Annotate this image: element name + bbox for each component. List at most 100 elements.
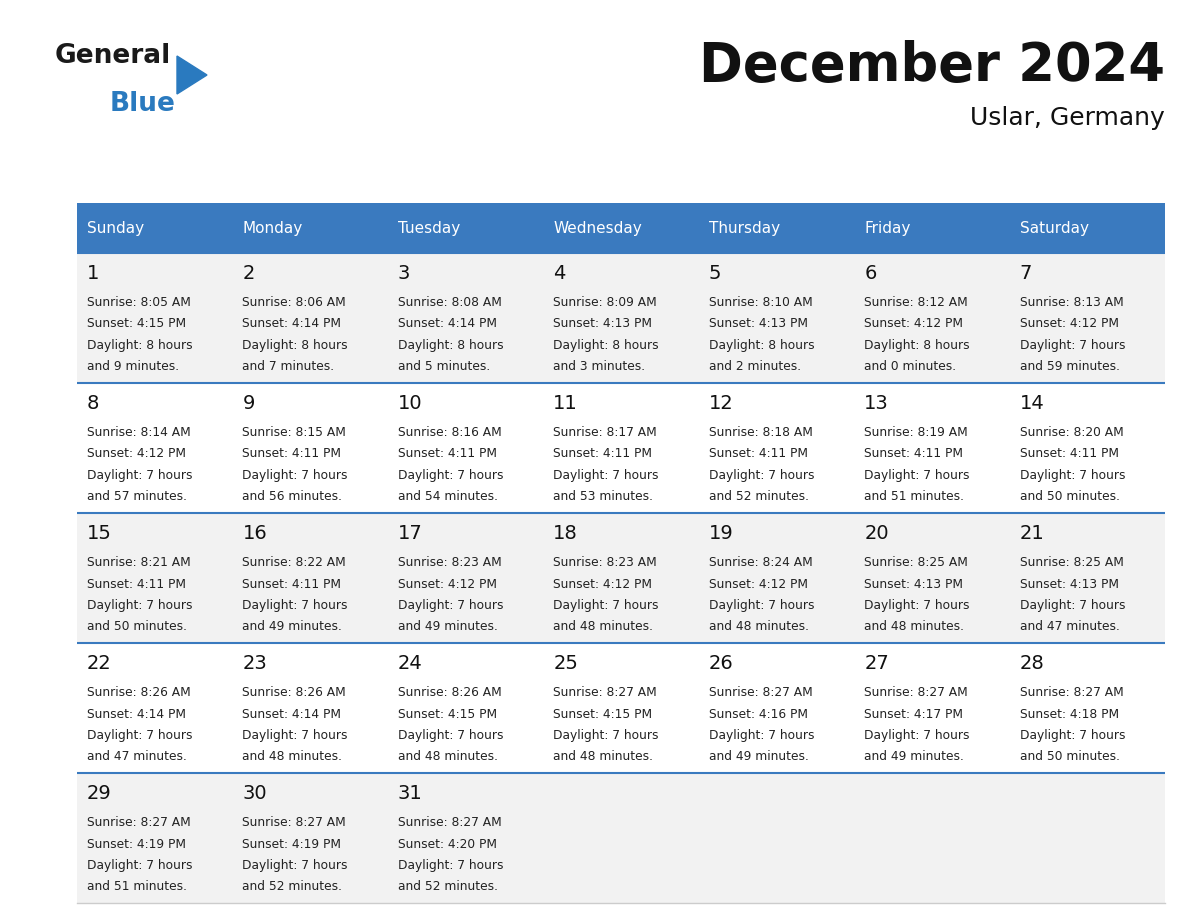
Text: Sunrise: 8:10 AM: Sunrise: 8:10 AM bbox=[709, 296, 813, 309]
Text: Sunset: 4:12 PM: Sunset: 4:12 PM bbox=[87, 447, 187, 461]
Text: and 51 minutes.: and 51 minutes. bbox=[864, 490, 965, 503]
Text: and 56 minutes.: and 56 minutes. bbox=[242, 490, 342, 503]
Text: and 49 minutes.: and 49 minutes. bbox=[242, 621, 342, 633]
Text: Sunrise: 8:25 AM: Sunrise: 8:25 AM bbox=[864, 556, 968, 569]
Text: 10: 10 bbox=[398, 394, 423, 413]
Text: and 2 minutes.: and 2 minutes. bbox=[709, 361, 801, 374]
Text: 29: 29 bbox=[87, 784, 112, 803]
Text: 18: 18 bbox=[554, 524, 579, 543]
Bar bbox=[77, 513, 1165, 643]
Text: 21: 21 bbox=[1019, 524, 1044, 543]
Text: 7: 7 bbox=[1019, 264, 1032, 283]
Text: 31: 31 bbox=[398, 784, 423, 803]
Text: 3: 3 bbox=[398, 264, 410, 283]
Text: Daylight: 8 hours: Daylight: 8 hours bbox=[554, 339, 659, 352]
Text: Daylight: 7 hours: Daylight: 7 hours bbox=[242, 729, 348, 742]
Text: Sunset: 4:13 PM: Sunset: 4:13 PM bbox=[864, 577, 963, 590]
Text: 13: 13 bbox=[864, 394, 889, 413]
Text: and 49 minutes.: and 49 minutes. bbox=[709, 751, 809, 764]
Text: and 0 minutes.: and 0 minutes. bbox=[864, 361, 956, 374]
Text: Daylight: 7 hours: Daylight: 7 hours bbox=[398, 469, 504, 482]
Text: Sunset: 4:14 PM: Sunset: 4:14 PM bbox=[398, 318, 497, 330]
Text: Sunrise: 8:22 AM: Sunrise: 8:22 AM bbox=[242, 556, 346, 569]
Text: Daylight: 8 hours: Daylight: 8 hours bbox=[864, 339, 969, 352]
Text: Daylight: 7 hours: Daylight: 7 hours bbox=[709, 469, 814, 482]
Polygon shape bbox=[177, 56, 207, 94]
Text: Sunrise: 8:25 AM: Sunrise: 8:25 AM bbox=[1019, 556, 1124, 569]
Text: Sunset: 4:11 PM: Sunset: 4:11 PM bbox=[87, 577, 187, 590]
Text: Daylight: 7 hours: Daylight: 7 hours bbox=[87, 859, 192, 872]
Bar bbox=[854, 203, 1010, 253]
Text: 22: 22 bbox=[87, 654, 112, 673]
Text: 16: 16 bbox=[242, 524, 267, 543]
Text: Daylight: 7 hours: Daylight: 7 hours bbox=[864, 599, 969, 612]
Bar bbox=[699, 203, 854, 253]
Bar bbox=[387, 203, 543, 253]
Text: Sunrise: 8:27 AM: Sunrise: 8:27 AM bbox=[398, 816, 501, 829]
Text: Sunrise: 8:26 AM: Sunrise: 8:26 AM bbox=[87, 686, 191, 699]
Text: Daylight: 7 hours: Daylight: 7 hours bbox=[1019, 339, 1125, 352]
Text: Sunset: 4:14 PM: Sunset: 4:14 PM bbox=[242, 318, 341, 330]
Text: Saturday: Saturday bbox=[1019, 220, 1088, 236]
Text: 19: 19 bbox=[709, 524, 733, 543]
Text: Sunset: 4:12 PM: Sunset: 4:12 PM bbox=[554, 577, 652, 590]
Text: and 50 minutes.: and 50 minutes. bbox=[87, 621, 187, 633]
Text: December 2024: December 2024 bbox=[699, 40, 1165, 92]
Text: Sunset: 4:12 PM: Sunset: 4:12 PM bbox=[1019, 318, 1119, 330]
Bar bbox=[77, 383, 1165, 513]
Text: Daylight: 7 hours: Daylight: 7 hours bbox=[864, 729, 969, 742]
Text: Sunset: 4:11 PM: Sunset: 4:11 PM bbox=[864, 447, 963, 461]
Text: Sunday: Sunday bbox=[87, 220, 144, 236]
Bar bbox=[77, 203, 233, 253]
Text: Sunrise: 8:24 AM: Sunrise: 8:24 AM bbox=[709, 556, 813, 569]
Bar bbox=[77, 253, 1165, 383]
Text: Sunrise: 8:27 AM: Sunrise: 8:27 AM bbox=[1019, 686, 1124, 699]
Text: Sunset: 4:11 PM: Sunset: 4:11 PM bbox=[398, 447, 497, 461]
Text: Sunrise: 8:23 AM: Sunrise: 8:23 AM bbox=[554, 556, 657, 569]
Text: and 5 minutes.: and 5 minutes. bbox=[398, 361, 491, 374]
Text: Daylight: 7 hours: Daylight: 7 hours bbox=[398, 729, 504, 742]
Text: Sunset: 4:17 PM: Sunset: 4:17 PM bbox=[864, 708, 963, 721]
Bar bbox=[1010, 203, 1165, 253]
Text: 12: 12 bbox=[709, 394, 733, 413]
Text: Sunrise: 8:14 AM: Sunrise: 8:14 AM bbox=[87, 426, 191, 439]
Text: Sunset: 4:12 PM: Sunset: 4:12 PM bbox=[398, 577, 497, 590]
Text: and 52 minutes.: and 52 minutes. bbox=[709, 490, 809, 503]
Text: Daylight: 8 hours: Daylight: 8 hours bbox=[709, 339, 814, 352]
Text: 25: 25 bbox=[554, 654, 579, 673]
Bar bbox=[77, 643, 1165, 773]
Text: Sunset: 4:13 PM: Sunset: 4:13 PM bbox=[709, 318, 808, 330]
Text: Daylight: 7 hours: Daylight: 7 hours bbox=[554, 599, 659, 612]
Text: Daylight: 7 hours: Daylight: 7 hours bbox=[87, 729, 192, 742]
Bar bbox=[233, 203, 387, 253]
Text: Sunrise: 8:15 AM: Sunrise: 8:15 AM bbox=[242, 426, 347, 439]
Text: Monday: Monday bbox=[242, 220, 303, 236]
Bar bbox=[543, 203, 699, 253]
Text: Sunset: 4:18 PM: Sunset: 4:18 PM bbox=[1019, 708, 1119, 721]
Text: Daylight: 7 hours: Daylight: 7 hours bbox=[242, 859, 348, 872]
Text: Thursday: Thursday bbox=[709, 220, 779, 236]
Text: Sunset: 4:16 PM: Sunset: 4:16 PM bbox=[709, 708, 808, 721]
Text: Daylight: 7 hours: Daylight: 7 hours bbox=[709, 729, 814, 742]
Text: Sunset: 4:11 PM: Sunset: 4:11 PM bbox=[554, 447, 652, 461]
Text: Sunrise: 8:27 AM: Sunrise: 8:27 AM bbox=[87, 816, 191, 829]
Text: Tuesday: Tuesday bbox=[398, 220, 460, 236]
Text: and 50 minutes.: and 50 minutes. bbox=[1019, 490, 1119, 503]
Text: and 47 minutes.: and 47 minutes. bbox=[1019, 621, 1119, 633]
Text: Daylight: 7 hours: Daylight: 7 hours bbox=[87, 599, 192, 612]
Text: and 48 minutes.: and 48 minutes. bbox=[864, 621, 965, 633]
Text: Sunrise: 8:20 AM: Sunrise: 8:20 AM bbox=[1019, 426, 1124, 439]
Text: Blue: Blue bbox=[110, 91, 176, 117]
Text: Sunset: 4:15 PM: Sunset: 4:15 PM bbox=[398, 708, 497, 721]
Text: 11: 11 bbox=[554, 394, 579, 413]
Text: Daylight: 7 hours: Daylight: 7 hours bbox=[554, 729, 659, 742]
Text: Sunrise: 8:21 AM: Sunrise: 8:21 AM bbox=[87, 556, 191, 569]
Text: 14: 14 bbox=[1019, 394, 1044, 413]
Text: Sunrise: 8:16 AM: Sunrise: 8:16 AM bbox=[398, 426, 501, 439]
Text: and 53 minutes.: and 53 minutes. bbox=[554, 490, 653, 503]
Text: 17: 17 bbox=[398, 524, 423, 543]
Text: 26: 26 bbox=[709, 654, 733, 673]
Text: Sunset: 4:19 PM: Sunset: 4:19 PM bbox=[242, 837, 341, 850]
Text: 6: 6 bbox=[864, 264, 877, 283]
Text: Sunset: 4:14 PM: Sunset: 4:14 PM bbox=[87, 708, 187, 721]
